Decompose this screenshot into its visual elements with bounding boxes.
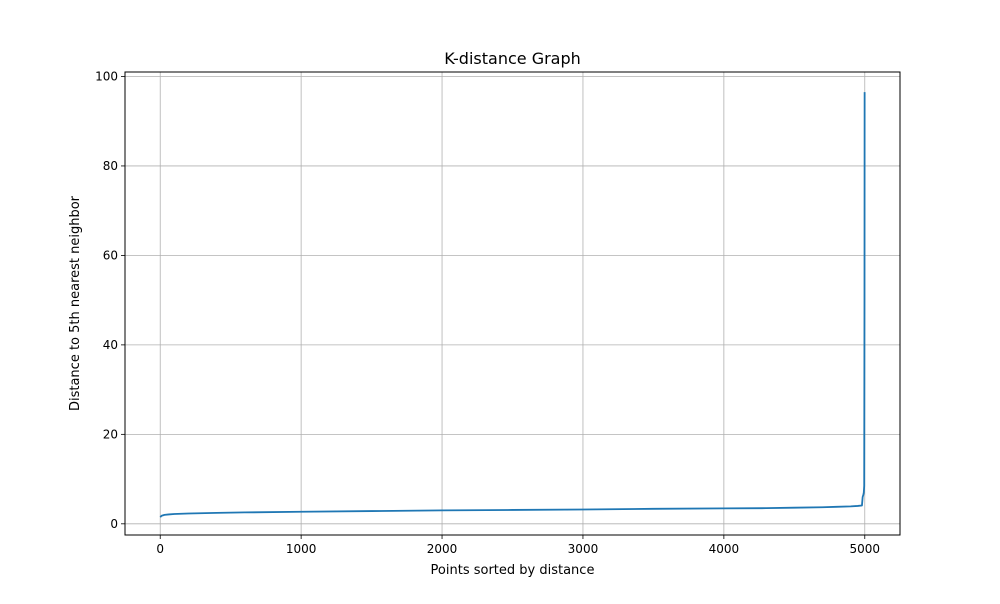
x-tick-label: 1000: [286, 542, 317, 556]
x-tick-label: 3000: [568, 542, 599, 556]
y-tick-label: 100: [95, 69, 118, 83]
y-axis-ticks: 0 20 40 60 80 100: [95, 69, 125, 531]
y-tick-label: 40: [103, 338, 118, 352]
x-axis-label: Points sorted by distance: [431, 563, 595, 578]
x-tick-label: 5000: [849, 542, 880, 556]
x-axis-ticks: 0 1000 2000 3000 4000 5000: [156, 535, 880, 556]
plot-frame: [124, 71, 901, 536]
y-tick-label: 20: [103, 427, 118, 441]
series-line: [159, 92, 866, 518]
series-layer: [159, 92, 866, 518]
x-tick-label: 4000: [709, 542, 740, 556]
x-tick-label: 2000: [427, 542, 458, 556]
y-tick-label: 80: [103, 159, 118, 173]
plot-background: [125, 72, 900, 535]
chart-title: K-distance Graph: [444, 49, 581, 68]
y-tick-label: 60: [103, 248, 118, 262]
x-tick-label: 0: [156, 542, 164, 556]
y-axis-label: Distance to 5th nearest neighbor: [68, 195, 83, 411]
y-tick-label: 0: [110, 517, 118, 531]
